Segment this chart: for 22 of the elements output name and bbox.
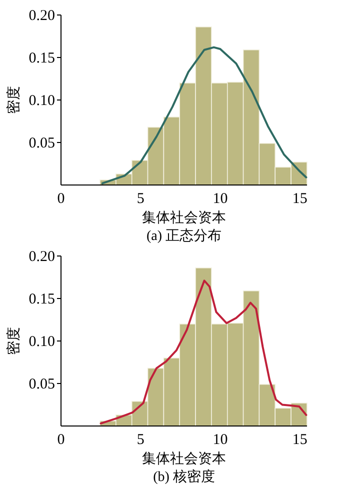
y-tick-label: 0.05 [28, 136, 55, 152]
x-tick-label: 10 [212, 432, 228, 448]
x-tick-label: 10 [212, 191, 228, 207]
x-axis-title: 集体社会资本 [142, 451, 226, 467]
x-tick-label: 15 [292, 432, 308, 448]
y-tick-label: 0.10 [28, 334, 55, 350]
y-tick-label: 0.05 [28, 376, 55, 392]
x-tick-label: 0 [57, 191, 65, 207]
x-tick-label: 5 [136, 191, 144, 207]
y-axis-title: 密度 [6, 86, 22, 114]
y-tick-label: 0.20 [28, 8, 55, 24]
x-tick-label: 5 [136, 432, 144, 448]
y-tick-label: 0.15 [28, 50, 55, 66]
x-axis-title: 集体社会资本 [142, 210, 226, 226]
y-axis-title: 密度 [6, 327, 22, 355]
x-tick-label: 0 [57, 432, 65, 448]
text: (b) 核密度 [153, 469, 215, 485]
y-tick-label: 0.20 [28, 249, 55, 265]
y-tick-label: 0.10 [28, 93, 55, 109]
y-tick-label: 0.15 [28, 292, 55, 308]
x-tick-label: 15 [292, 191, 308, 207]
text: (a) 正态分布 [146, 228, 222, 244]
